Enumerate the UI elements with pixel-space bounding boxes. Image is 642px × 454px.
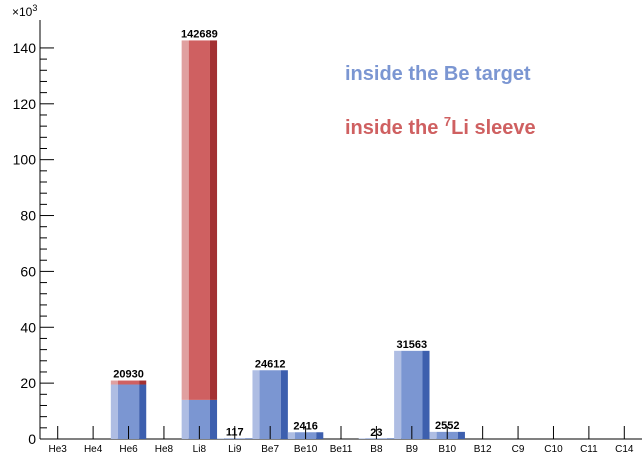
legend-text-suffix: Li sleeve: [451, 117, 536, 139]
x-category-label: C9: [512, 444, 525, 454]
x-category-label: C10: [544, 444, 563, 454]
x-category-label: Be10: [294, 444, 318, 454]
y-tick-label: 60: [20, 263, 36, 279]
legend-entry-be-target: inside the Be target: [345, 63, 531, 85]
y-tick-label: 0: [28, 431, 36, 447]
x-category-label: Be7: [261, 444, 279, 454]
bar-He6-be-target: [110, 384, 147, 439]
x-category-label: He4: [84, 444, 103, 454]
legend-superscript: 7: [444, 114, 451, 129]
data-label-Be7: 24612: [255, 358, 286, 370]
x-category-label: B8: [370, 444, 383, 454]
x-category-label: B10: [438, 444, 456, 454]
x-category-label: Li9: [228, 444, 242, 454]
bars: [110, 40, 465, 439]
y-multiplier-base: ×10: [12, 5, 33, 19]
bar-Li8-li-sleeve: [181, 40, 218, 400]
y-tick-label: 20: [20, 375, 36, 391]
y-tick-label: 40: [20, 319, 36, 335]
bar-Li8-be-target: [181, 399, 218, 439]
y-axis: ×103 0 20 40 60 80 100 120 140: [12, 3, 54, 447]
y-multiplier-exponent: 3: [32, 3, 37, 13]
legend: inside the Be target inside the 7Li slee…: [345, 63, 536, 139]
data-label-Li9: 117: [226, 427, 244, 439]
data-label-B10: 2552: [435, 420, 459, 432]
bar-Be7-be-target: [252, 370, 288, 439]
x-category-label: He6: [119, 444, 138, 454]
x-category-label: C11: [580, 444, 598, 454]
y-tick-label: 140: [13, 40, 37, 56]
legend-text: inside the Be target: [345, 63, 531, 85]
legend-entry-li-sleeve: inside the 7Li sleeve: [345, 114, 536, 139]
data-label-B9: 31563: [397, 339, 428, 351]
y-tick-label: 100: [13, 152, 37, 168]
data-label-B8: 23: [370, 427, 382, 439]
x-category-label: Be11: [330, 444, 353, 454]
bar-He6-li-sleeve: [110, 380, 147, 385]
data-label-He6: 20930: [113, 369, 144, 381]
data-label-Be10: 2416: [293, 420, 317, 432]
y-tick-label: 120: [13, 96, 37, 112]
bar-B9-be-target: [394, 350, 430, 439]
x-category-label: He8: [155, 444, 174, 454]
legend-text: inside the: [345, 117, 444, 139]
y-multiplier-label: ×103: [12, 3, 37, 19]
x-category-label: He3: [49, 444, 68, 454]
x-category-label: C14: [615, 444, 634, 454]
y-tick-label: 80: [20, 208, 36, 224]
data-label-Li8: 142689: [181, 28, 218, 40]
x-category-label: B12: [474, 444, 492, 454]
x-category-label: Li8: [193, 444, 207, 454]
data-labels: 20930 142689 117 24612 2416 23 31563 2552: [113, 28, 459, 439]
x-category-label: B9: [406, 444, 419, 454]
x-axis: He3 He4 He6 He8 Li8 Li9 Be7 Be10 Be11 B8 B9 B10 B12 C…: [49, 426, 634, 454]
